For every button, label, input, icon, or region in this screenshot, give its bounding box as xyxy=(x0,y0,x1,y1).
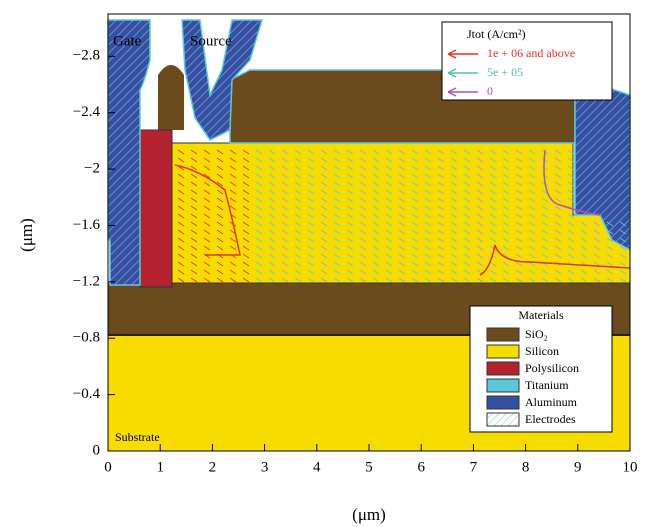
y-tick-label: −0.8 xyxy=(73,330,100,346)
annotation: Substrate xyxy=(115,430,160,444)
x-tick-label: 9 xyxy=(574,459,582,475)
annotation: Source xyxy=(190,33,232,49)
material-label: Titanium xyxy=(525,378,569,392)
y-tick-label: −2.8 xyxy=(73,48,100,64)
x-tick-label: 10 xyxy=(623,459,638,475)
material-swatch xyxy=(487,362,519,375)
material-swatch xyxy=(487,413,519,426)
legend-label: 1e + 06 and above xyxy=(487,46,575,60)
x-tick-label: 6 xyxy=(417,459,425,475)
material-label: SiO₂ xyxy=(525,327,548,341)
x-tick-label: 8 xyxy=(522,459,530,475)
y-tick-label: −1.2 xyxy=(73,273,100,289)
y-tick-label: −0.4 xyxy=(73,386,101,402)
chart: Gate Source Substrate 0 1 2 3 4 5 6 7 8 9 10 −2.8 −2… xyxy=(0,0,649,527)
legend-title: Jtot (A/cm²) xyxy=(467,27,526,41)
y-tick-label: −2.4 xyxy=(73,104,101,120)
silicon-active xyxy=(172,143,630,283)
x-tick-label: 5 xyxy=(365,459,373,475)
legend-title: Materials xyxy=(518,308,564,322)
x-tick-label: 3 xyxy=(261,459,269,475)
x-tick-label: 0 xyxy=(104,459,112,475)
x-axis-label: (μm) xyxy=(352,505,386,524)
material-label: Aluminum xyxy=(525,395,578,409)
material-label: Silicon xyxy=(525,344,559,358)
x-tick-label: 7 xyxy=(470,459,478,475)
x-tick-label: 1 xyxy=(156,459,164,475)
material-swatch xyxy=(487,379,519,392)
x-tick-label: 2 xyxy=(209,459,217,475)
legend-label: 5e + 05 xyxy=(487,65,523,79)
material-swatch xyxy=(487,396,519,409)
material-swatch xyxy=(487,328,519,341)
y-tick-label: −2 xyxy=(84,161,100,177)
annotation: Gate xyxy=(113,33,142,49)
material-label: Electrodes xyxy=(525,412,576,426)
y-tick-label: 0 xyxy=(93,442,101,458)
x-tick-label: 4 xyxy=(313,459,321,475)
material-label: Polysilicon xyxy=(525,361,579,375)
materials-legend: Materials SiO₂ Silicon Polysilicon Titanium… xyxy=(470,306,612,432)
legend-label: 0 xyxy=(487,84,493,98)
y-tick-label: −1.6 xyxy=(73,217,101,233)
legend: Jtot (A/cm²) 1e + 06 and above 5e + 05 0 xyxy=(442,22,612,100)
polysilicon-gate xyxy=(140,130,172,287)
y-axis-label: (μm) xyxy=(17,218,36,252)
gate-cap xyxy=(158,65,184,130)
material-swatch xyxy=(487,345,519,358)
